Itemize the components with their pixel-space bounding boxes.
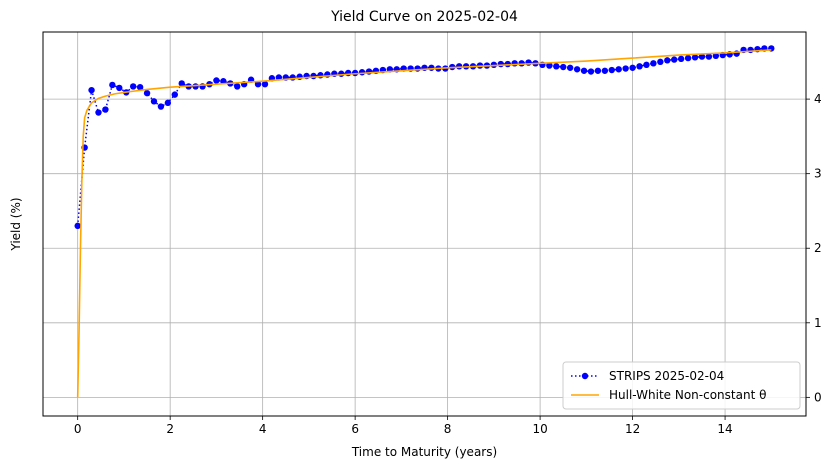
x-tick-label: 12 xyxy=(625,422,640,436)
strips-point xyxy=(358,69,366,76)
strips-point xyxy=(511,60,518,67)
strips-point xyxy=(573,66,581,73)
strips-point xyxy=(636,63,643,70)
strips-point xyxy=(553,63,560,70)
strips-point xyxy=(116,84,123,92)
strips-point xyxy=(213,77,220,84)
strips-point xyxy=(261,80,269,88)
series-layer xyxy=(74,45,775,398)
strips-point xyxy=(560,63,567,71)
strips-point xyxy=(705,53,713,60)
strips-point xyxy=(601,67,609,74)
strips-point xyxy=(310,72,317,80)
strips-point xyxy=(691,54,699,61)
strips-point xyxy=(136,83,144,91)
strips-point xyxy=(95,109,102,116)
y-tick-label: 0 xyxy=(814,390,822,404)
legend-label-strips: STRIPS 2025-02-04 xyxy=(609,369,724,383)
strips-point xyxy=(220,78,227,85)
legend: STRIPS 2025-02-04 Hull-White Non-constan… xyxy=(562,361,801,410)
x-tick-label: 10 xyxy=(532,422,547,436)
plot-frame xyxy=(42,31,807,417)
strips-point xyxy=(455,63,463,70)
y-tick-label: 2 xyxy=(814,241,822,255)
strips-point xyxy=(615,66,622,73)
strips-point xyxy=(684,54,692,62)
legend-label-hull-white: Hull-White Non-constant θ xyxy=(609,388,766,402)
y-tick-label: 3 xyxy=(814,167,822,181)
strips-point xyxy=(650,60,657,67)
strips-point xyxy=(671,56,678,63)
strips-point xyxy=(338,70,345,77)
strips-point xyxy=(109,81,116,89)
strips-point xyxy=(594,67,602,74)
strips-point xyxy=(150,98,158,105)
y-axis-label: Yield (%) xyxy=(9,197,23,251)
strips-point xyxy=(143,89,151,97)
x-tick-label: 6 xyxy=(351,422,359,436)
strips-point xyxy=(664,57,671,64)
strips-point xyxy=(622,65,629,72)
x-tick-label: 8 xyxy=(444,422,452,436)
series-hull-white-line xyxy=(76,49,772,398)
y-tick-label: 1 xyxy=(814,316,822,330)
legend-marker-strips xyxy=(581,372,589,380)
legend-box xyxy=(562,361,801,410)
x-tick-label: 14 xyxy=(717,422,732,436)
strips-point xyxy=(657,58,664,66)
x-tick-label: 0 xyxy=(74,422,82,436)
y-tick-label: 4 xyxy=(814,92,822,106)
strips-point xyxy=(712,52,720,60)
series-strips-line xyxy=(76,47,772,226)
strips-point xyxy=(677,55,685,63)
strips-point xyxy=(546,62,553,69)
strips-point xyxy=(566,64,574,71)
x-axis-label: Time to Maturity (years) xyxy=(351,445,497,459)
strips-point xyxy=(164,99,172,107)
strips-point xyxy=(234,83,241,90)
strips-point xyxy=(580,67,588,74)
strips-point xyxy=(587,68,595,75)
strips-point xyxy=(129,83,137,90)
strips-point xyxy=(157,103,165,110)
strips-point xyxy=(629,64,636,71)
chart-title: Yield Curve on 2025-02-04 xyxy=(330,9,518,25)
strips-point xyxy=(643,61,650,69)
strips-point xyxy=(171,91,178,98)
strips-point xyxy=(102,106,109,113)
y-axis: 0 1 2 3 4 xyxy=(806,92,822,404)
x-tick-label: 4 xyxy=(259,422,267,436)
grid xyxy=(43,32,806,416)
strips-point xyxy=(74,222,81,230)
strips-point xyxy=(608,66,615,74)
strips-point xyxy=(428,64,435,71)
strips-point xyxy=(414,65,421,72)
x-tick-label: 2 xyxy=(166,422,174,436)
strips-point xyxy=(698,53,706,60)
strips-point xyxy=(178,80,185,87)
strips-point xyxy=(88,86,95,94)
strips-point xyxy=(525,59,532,66)
x-axis: 0 2 4 6 8 10 12 14 xyxy=(74,416,733,436)
strips-point xyxy=(497,60,504,68)
strips-point xyxy=(254,80,262,88)
